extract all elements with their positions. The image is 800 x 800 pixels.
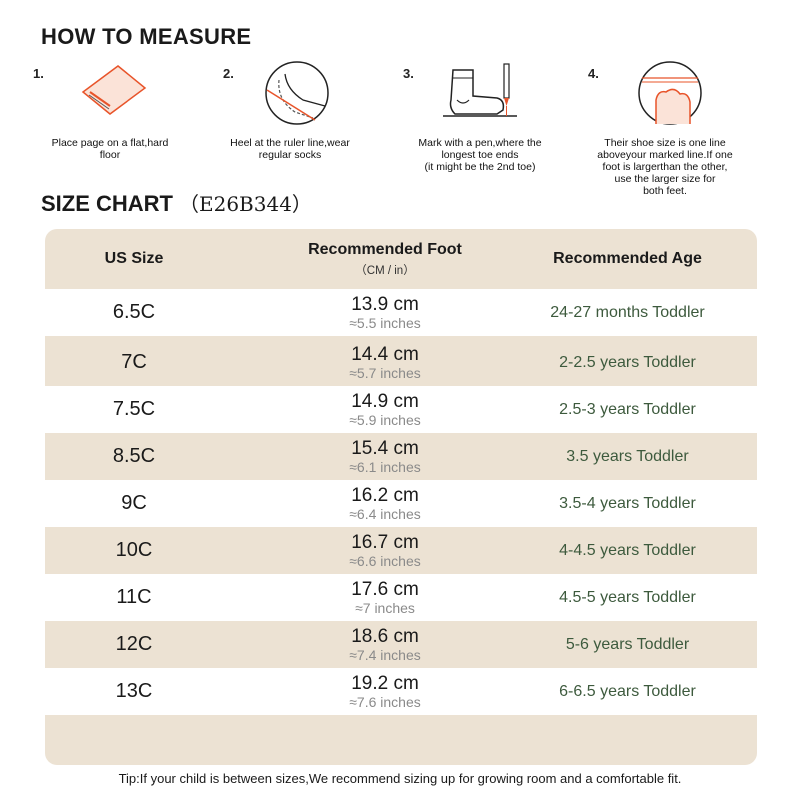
header-recommended-foot: Recommended Foot （CM / in） xyxy=(255,229,515,289)
foot-cell: 16.2 cm ≈6.4 inches xyxy=(255,480,515,527)
foot-inches: ≈6.1 inches xyxy=(349,458,421,475)
foot-cell: 14.4 cm ≈5.7 inches xyxy=(255,339,515,386)
table-row: 9C 16.2 cm ≈6.4 inches 3.5-4 years Toddle… xyxy=(45,480,757,527)
age-cell: 4.5-5 years Toddler xyxy=(559,588,696,606)
step-number: 2. xyxy=(223,66,234,81)
age-cell: 3.5 years Toddler xyxy=(566,447,689,465)
header-recommended-age: Recommended Age xyxy=(515,229,740,289)
foot-cell: 15.4 cm ≈6.1 inches xyxy=(255,433,515,480)
table-row: 13C 19.2 cm ≈7.6 inches 6-6.5 years Toddl… xyxy=(45,668,757,715)
foot-cell: 18.6 cm ≈7.4 inches xyxy=(255,621,515,668)
foot-inches: ≈5.7 inches xyxy=(349,364,421,381)
table-row: 6.5C 13.9 cm ≈5.5 inches 24-27 months Tod… xyxy=(45,289,757,336)
step-instruction: Heel at the ruler line,wear regular sock… xyxy=(230,137,350,161)
foot-cm: 17.6 cm xyxy=(351,578,419,600)
age-cell: 3.5-4 years Toddler xyxy=(559,494,696,512)
step-instruction: Place page on a flat,hard floor xyxy=(51,137,169,161)
foot-inches: ≈5.5 inches xyxy=(349,314,421,331)
header-us-size-label: US Size xyxy=(104,250,164,267)
measure-step-1: 1. Place page on a flat,hard floor xyxy=(25,60,195,200)
measure-step-3: 3. Mark with a pen,where the longest toe… xyxy=(395,60,565,200)
foot-inches: ≈7.4 inches xyxy=(349,646,421,663)
table-row: 7.5C 14.9 cm ≈5.9 inches 2.5-3 years Todd… xyxy=(45,386,757,433)
size-cell: 13C xyxy=(115,680,153,702)
age-cell: 5-6 years Toddler xyxy=(565,635,690,653)
foot-inches: ≈6.4 inches xyxy=(349,505,421,522)
measure-step-2: 2. Heel at the ruler line,wear regular s… xyxy=(205,60,375,200)
age-cell: 6-6.5 years Toddler xyxy=(559,682,696,700)
header-foot-label: Recommended Foot xyxy=(308,240,462,258)
sock-and-pen-icon xyxy=(443,63,517,117)
step-number: 4. xyxy=(588,66,599,81)
foot-cell: 19.2 cm ≈7.6 inches xyxy=(255,668,515,715)
table-row: 7C 14.4 cm ≈5.7 inches 2-2.5 years Toddle… xyxy=(45,339,757,386)
foot-cell: 16.7 cm ≈6.6 inches xyxy=(255,527,515,574)
foot-cm: 13.9 cm xyxy=(351,293,419,315)
step-instruction: Mark with a pen,where the longest toe en… xyxy=(418,137,542,173)
table-row: 12C 18.6 cm ≈7.4 inches 5-6 years Toddler xyxy=(45,621,757,668)
size-cell: 11C xyxy=(116,586,152,608)
table-row: 10C 16.7 cm ≈6.6 inches 4-4.5 years Toddl… xyxy=(45,527,757,574)
size-cell: 6.5C xyxy=(112,301,156,323)
heel-on-ruler-icon xyxy=(265,61,329,125)
foot-cell: 14.9 cm ≈5.9 inches xyxy=(255,386,515,433)
foot-inches: ≈6.6 inches xyxy=(349,552,421,569)
foot-cell: 17.6 cm ≈7 inches xyxy=(255,574,515,621)
foot-cm: 15.4 cm xyxy=(351,437,419,459)
size-cell: 12C xyxy=(115,633,153,655)
age-cell: 2-2.5 years Toddler xyxy=(559,353,696,371)
size-chart-heading: SIZE CHART xyxy=(41,191,173,216)
product-code: （E26B344） xyxy=(179,192,312,216)
measure-step-4: 4. Their shoe size is one line aboveyour… xyxy=(580,60,750,200)
header-foot-units: （CM / in） xyxy=(355,264,415,277)
foot-cm: 16.7 cm xyxy=(351,531,419,553)
size-cell: 10C xyxy=(115,539,153,561)
foot-cell: 13.9 cm ≈5.5 inches xyxy=(255,289,515,336)
foot-cm: 19.2 cm xyxy=(351,672,419,694)
header-us-size: US Size xyxy=(45,229,223,289)
size-cell: 7C xyxy=(121,351,147,373)
size-cell: 8.5C xyxy=(112,445,156,467)
foot-cm: 14.4 cm xyxy=(351,343,419,365)
header-age-label: Recommended Age xyxy=(553,250,702,267)
table-header: US Size Recommended Foot （CM / in） Recom… xyxy=(45,229,757,289)
sizing-tip: Tip:If your child is between sizes,We re… xyxy=(118,771,682,786)
age-cell: 2.5-3 years Toddler xyxy=(559,400,696,418)
age-cell: 24-27 months Toddler xyxy=(550,303,705,321)
shoe-size-line-icon xyxy=(638,61,702,125)
paper-on-floor-icon xyxy=(81,65,147,115)
size-cell: 9C xyxy=(121,492,147,514)
size-chart-title: SIZE CHART （E26B344） xyxy=(41,188,312,217)
size-cell: 7.5C xyxy=(112,398,156,420)
foot-inches: ≈7.6 inches xyxy=(349,693,421,710)
foot-cm: 16.2 cm xyxy=(351,484,419,506)
table-row: 8.5C 15.4 cm ≈6.1 inches 3.5 years Toddle… xyxy=(45,433,757,480)
foot-inches: ≈5.9 inches xyxy=(349,411,421,428)
step-instruction: Their shoe size is one line aboveyour ma… xyxy=(597,137,733,197)
size-chart-table: US Size Recommended Foot （CM / in） Recom… xyxy=(45,229,757,765)
table-row: 11C 17.6 cm ≈7 inches 4.5-5 years Toddler xyxy=(45,574,757,621)
step-number: 3. xyxy=(403,66,414,81)
foot-cm: 14.9 cm xyxy=(351,390,419,412)
age-cell: 4-4.5 years Toddler xyxy=(559,541,696,559)
foot-cm: 18.6 cm xyxy=(351,625,419,647)
step-number: 1. xyxy=(33,66,44,81)
how-to-measure-title: HOW TO MEASURE xyxy=(41,24,252,49)
foot-inches: ≈7 inches xyxy=(355,599,415,616)
